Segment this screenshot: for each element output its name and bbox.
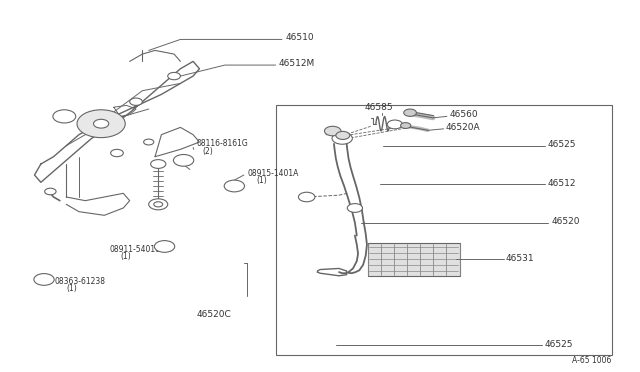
Circle shape <box>93 119 109 128</box>
Text: 08116-8161G: 08116-8161G <box>196 140 248 148</box>
Circle shape <box>45 188 56 195</box>
Text: 08911-54010: 08911-54010 <box>109 244 161 254</box>
Circle shape <box>401 123 411 128</box>
Text: (2): (2) <box>203 147 213 156</box>
Circle shape <box>150 160 166 169</box>
Text: 08363-61238: 08363-61238 <box>55 277 106 286</box>
Text: (1): (1) <box>120 252 131 261</box>
Text: 46520: 46520 <box>552 217 580 226</box>
Text: 08915-1401A: 08915-1401A <box>247 169 298 178</box>
Circle shape <box>111 149 124 157</box>
Text: B: B <box>181 156 186 162</box>
Text: N: N <box>162 243 167 248</box>
Text: 46531: 46531 <box>506 254 534 263</box>
Text: (1): (1) <box>257 176 268 185</box>
Text: 46510: 46510 <box>285 33 314 42</box>
Bar <box>276 105 612 355</box>
Circle shape <box>77 110 125 138</box>
Circle shape <box>404 109 417 116</box>
Text: 46585: 46585 <box>364 103 393 112</box>
Circle shape <box>324 126 341 136</box>
Circle shape <box>387 120 403 129</box>
Text: 46512: 46512 <box>547 179 575 187</box>
Text: (1): (1) <box>66 284 77 293</box>
Text: 46520A: 46520A <box>445 122 480 132</box>
Bar <box>367 243 460 276</box>
Circle shape <box>224 180 244 192</box>
Text: 46560: 46560 <box>450 110 479 119</box>
Circle shape <box>154 241 175 252</box>
Circle shape <box>332 132 353 144</box>
Text: 46525: 46525 <box>545 340 573 349</box>
Circle shape <box>130 98 142 105</box>
Text: S: S <box>42 275 46 281</box>
Circle shape <box>143 139 154 145</box>
Circle shape <box>336 131 350 140</box>
Circle shape <box>148 199 168 210</box>
Text: 46520C: 46520C <box>196 310 231 319</box>
Text: 46525: 46525 <box>547 140 575 149</box>
Text: A-65 1006: A-65 1006 <box>572 356 612 365</box>
Circle shape <box>53 110 76 123</box>
Circle shape <box>348 203 362 212</box>
Circle shape <box>34 273 54 285</box>
Circle shape <box>154 202 163 207</box>
Text: 46512M: 46512M <box>279 59 315 68</box>
Circle shape <box>173 154 194 166</box>
Circle shape <box>298 192 315 202</box>
Circle shape <box>168 73 180 80</box>
Text: W: W <box>231 182 238 188</box>
